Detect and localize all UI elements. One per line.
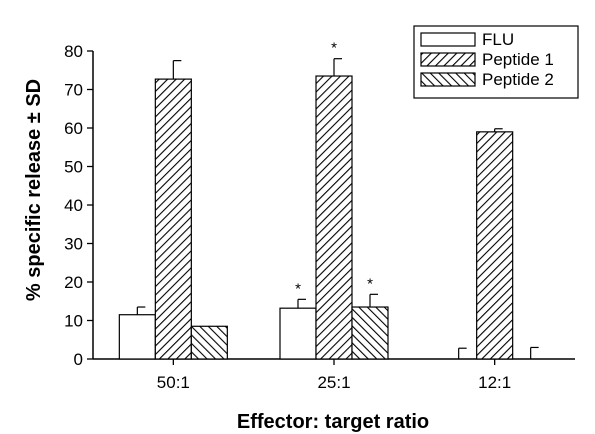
bar — [279, 307, 317, 360]
x-axis-title: Effector: target ratio — [237, 411, 429, 433]
axes: 0 10 20 30 40 50 60 70 80 50:1 25:1 12:1 — [64, 42, 575, 392]
bar — [118, 314, 156, 360]
bar — [190, 325, 228, 360]
legend-label: Peptide 2 — [482, 70, 554, 89]
bar — [351, 306, 389, 360]
legend-label: FLU — [482, 30, 514, 49]
significance-marker: * — [331, 40, 337, 57]
bar — [476, 131, 514, 360]
legend-swatch — [420, 72, 476, 87]
x-tick-label: 50:1 — [157, 373, 190, 392]
y-tick-label: 60 — [64, 119, 83, 138]
bar — [315, 75, 353, 360]
x-tick-label: 25:1 — [317, 373, 350, 392]
y-tick-label: 50 — [64, 158, 83, 177]
y-axis-title: % specific release ± SD — [23, 79, 45, 301]
legend-label: Peptide 1 — [482, 50, 554, 69]
y-tick-label: 20 — [64, 273, 83, 292]
y-tick-label: 80 — [64, 42, 83, 61]
significance-marker: * — [295, 280, 301, 297]
y-tick-label: 30 — [64, 235, 83, 254]
y-tick-label: 0 — [74, 350, 83, 369]
y-tick-label: 70 — [64, 81, 83, 100]
bars: * * * — [118, 40, 539, 360]
x-tick-label: 12:1 — [478, 373, 511, 392]
significance-marker: * — [367, 275, 373, 292]
legend-swatch — [420, 32, 476, 47]
y-tick-label: 10 — [64, 312, 83, 331]
y-tick-label: 40 — [64, 196, 83, 215]
legend-swatch — [420, 52, 476, 67]
bar — [154, 78, 192, 360]
